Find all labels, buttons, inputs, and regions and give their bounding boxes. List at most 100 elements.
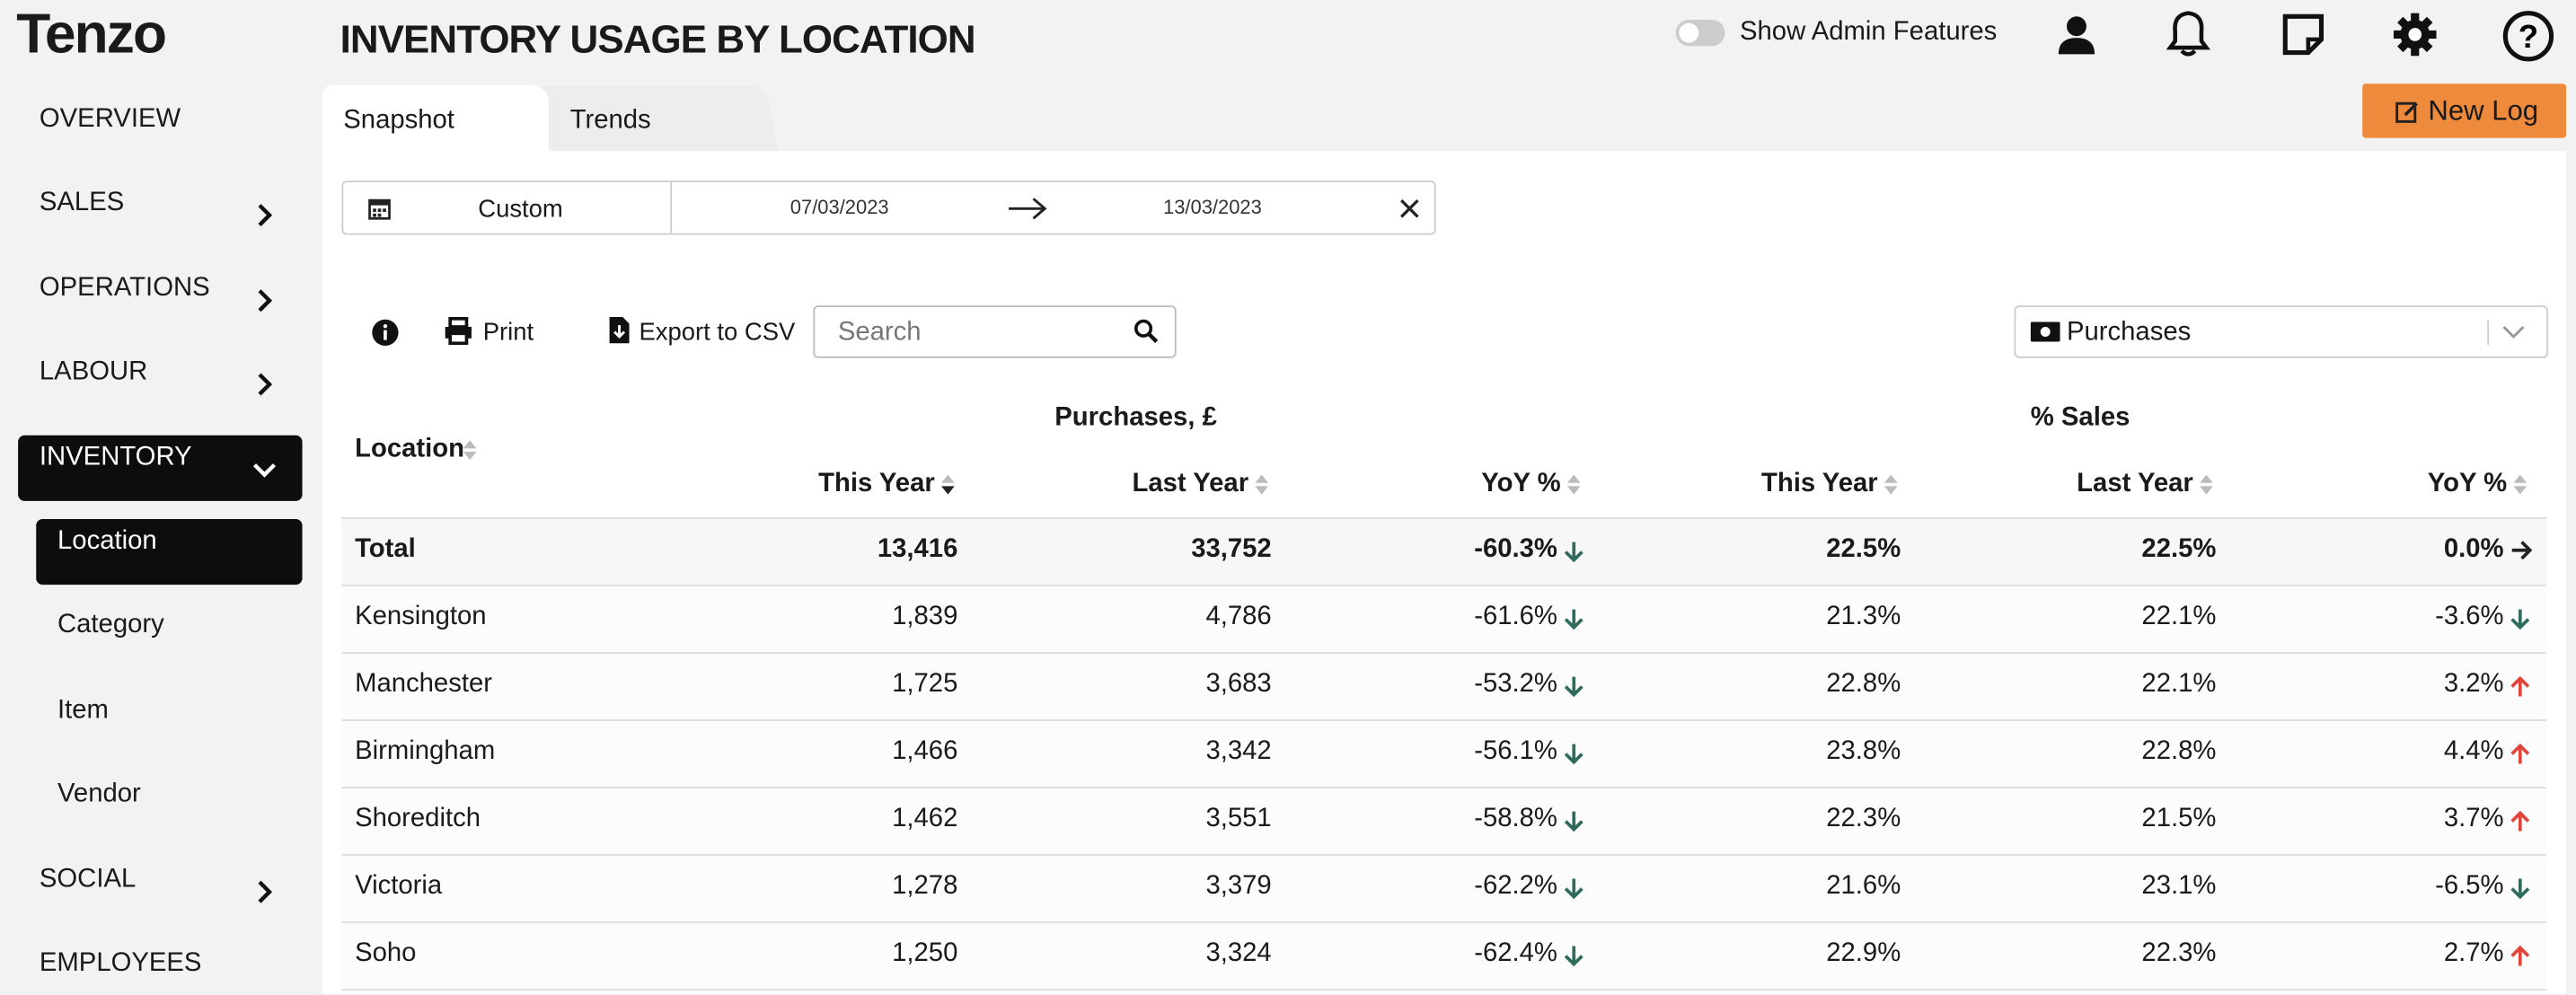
column-header[interactable]: YoY % [1481, 470, 1561, 498]
row-location: Shoreditch [355, 805, 481, 833]
settings-icon[interactable] [2392, 12, 2438, 57]
table-cell: 1,725 [892, 670, 958, 699]
table-cell: 1,466 [892, 737, 958, 766]
table-cell: -53.2% [1474, 670, 1557, 699]
trend-arrow [1564, 810, 1584, 833]
row-location: Total [355, 535, 416, 564]
date-end: 13/03/2023 [1162, 195, 1262, 219]
nav-chevron [256, 288, 273, 313]
table-cell: 23.8% [1826, 737, 1901, 766]
trend-arrow [1564, 945, 1584, 968]
print-icon[interactable] [444, 317, 473, 346]
trend-arrow [1564, 877, 1584, 901]
logo[interactable]: Tenzo [16, 3, 167, 66]
sort-icon [463, 440, 477, 461]
table-cell: -3.6% [2435, 603, 2504, 631]
table-cell: -60.3% [1474, 535, 1557, 564]
table-cell: 3.7% [2443, 805, 2504, 833]
date-preset: Custom [478, 195, 563, 224]
nav-item[interactable]: INVENTORY [39, 443, 192, 471]
trend-arrow [1564, 608, 1584, 631]
column-header[interactable]: Last Year [2077, 470, 2193, 498]
search-box[interactable]: Search [813, 305, 1177, 358]
search-placeholder: Search [837, 318, 922, 347]
svg-text:?: ? [2519, 18, 2538, 55]
nav-item[interactable]: LABOUR [39, 358, 148, 387]
nav-item[interactable]: SALES [39, 189, 125, 218]
export-icon[interactable] [608, 315, 631, 345]
table-cell: 2.7% [2443, 939, 2504, 968]
nav-item[interactable]: OVERVIEW [39, 105, 181, 134]
table-cell: 1,278 [892, 872, 958, 901]
table-cell: -6.5% [2435, 872, 2504, 901]
date-filter[interactable]: Custom 07/03/2023 13/03/2023 [341, 181, 1436, 235]
trend-arrow [1564, 541, 1584, 564]
table-cell: -62.2% [1474, 872, 1557, 901]
date-start: 07/03/2023 [790, 195, 889, 219]
table-cell: 21.5% [2141, 805, 2217, 833]
table-cell: -56.1% [1474, 737, 1557, 766]
trend-arrow [1564, 743, 1584, 766]
table-cell: 22.3% [1826, 805, 1901, 833]
admin-toggle[interactable] [1675, 19, 1725, 47]
table-cell: 21.6% [1826, 872, 1901, 901]
table-row [341, 921, 2547, 990]
subnav-item[interactable]: Vendor [57, 780, 141, 809]
trend-arrow [2510, 743, 2530, 766]
table-row-end [341, 989, 2547, 991]
sort-icon [1883, 474, 1898, 495]
table-cell: 3,324 [1205, 939, 1272, 968]
nav-active-bg [18, 434, 303, 501]
tab-label: Trends [569, 106, 651, 135]
table-cell: 33,752 [1191, 535, 1272, 564]
table-cell: 22.1% [2141, 670, 2217, 699]
trend-arrow [2510, 541, 2534, 560]
print-button[interactable]: Print [482, 318, 534, 347]
subnav-item[interactable]: Item [57, 696, 109, 725]
table-cell: 21.3% [1826, 603, 1901, 631]
column-header[interactable]: This Year [1761, 470, 1878, 498]
note-icon[interactable] [2280, 12, 2326, 57]
table-cell: 3,379 [1205, 872, 1272, 901]
help-icon[interactable]: ? [2502, 10, 2555, 63]
nav-item[interactable]: OPERATIONS [39, 274, 210, 303]
nav-chevron [256, 879, 273, 903]
table-cell: 22.9% [1826, 939, 1901, 968]
sort-icon [941, 474, 955, 495]
table-cell: 22.8% [1826, 670, 1901, 699]
subnav-item[interactable]: Location [57, 527, 157, 556]
trend-arrow [2510, 945, 2530, 968]
table-cell: 1,839 [892, 603, 958, 631]
column-header[interactable]: YoY % [2427, 470, 2508, 498]
table-row [341, 585, 2547, 653]
nav-item[interactable]: SOCIAL [39, 865, 137, 894]
table-row [341, 854, 2547, 922]
sort-icon [2200, 474, 2213, 495]
trend-arrow [2510, 608, 2530, 631]
row-location: Kensington [355, 603, 487, 631]
metric-select[interactable]: Purchases [2014, 305, 2548, 358]
info-icon[interactable] [371, 319, 399, 347]
column-header[interactable]: Last Year [1132, 470, 1249, 498]
trend-arrow [2510, 877, 2530, 901]
table-row [341, 787, 2547, 855]
column-header[interactable]: This Year [818, 470, 935, 498]
export-button[interactable]: Export to CSV [639, 318, 796, 347]
nav-item[interactable]: EMPLOYEES [39, 949, 202, 978]
tab-active[interactable] [322, 85, 549, 154]
table-row [341, 517, 2547, 586]
table-cell: 3,683 [1205, 670, 1272, 699]
new-log-label: New Log [2428, 95, 2539, 127]
user-icon[interactable] [2057, 13, 2096, 57]
table-cell: 22.8% [2141, 737, 2217, 766]
new-log-button[interactable]: New Log [2362, 84, 2567, 138]
header-location[interactable]: Location [355, 435, 465, 463]
table-cell: -58.8% [1474, 805, 1557, 833]
subnav-item[interactable]: Category [57, 612, 164, 640]
table-cell: 4,786 [1205, 603, 1272, 631]
group-header: % Sales [2030, 403, 2130, 433]
row-location: Birmingham [355, 737, 496, 766]
bell-icon[interactable] [2166, 8, 2211, 57]
table-cell: 3.2% [2443, 670, 2504, 699]
